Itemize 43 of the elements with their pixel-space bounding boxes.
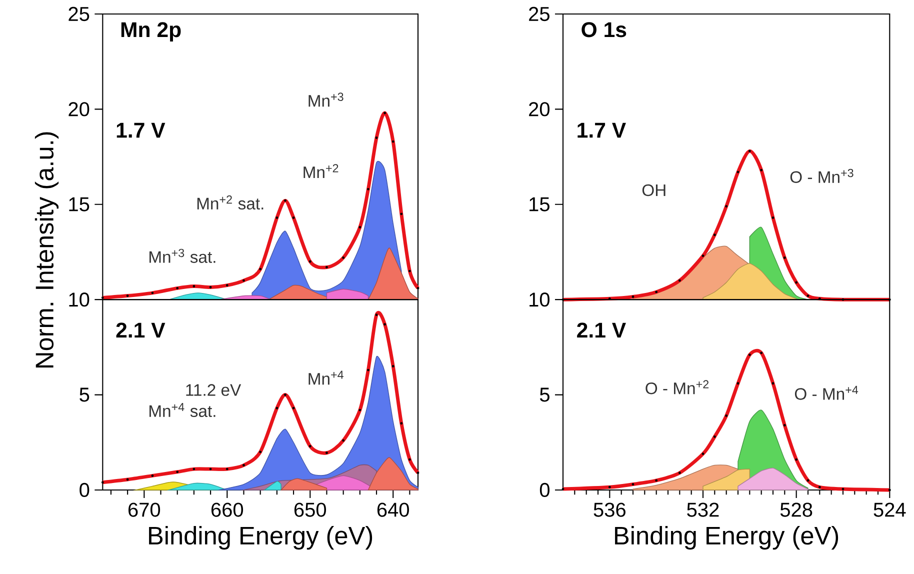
x-axis-title: Binding Energy (eV) — [615, 526, 838, 550]
annotation: 1.7 V — [116, 122, 166, 138]
x-tick-label: 650 — [294, 502, 326, 517]
annotation: O - Mn$^{+3}$ — [790, 168, 854, 183]
line-series — [561, 149, 892, 302]
annotation: Mn$^{+4}$ — [308, 370, 344, 385]
annotation: 2.1 V — [577, 322, 626, 338]
annotation: 1.7 V — [578, 122, 626, 138]
y-tick-label: 10 — [69, 292, 90, 307]
annotation: Mn$^{+2}$ sat. — [197, 195, 264, 210]
x-tick-label: 532 — [687, 502, 719, 517]
annotation: Mn$^{+3}$ sat. — [150, 248, 216, 263]
x-tick-label: 524 — [874, 502, 906, 517]
line-series — [100, 312, 420, 484]
annotation: 11.2 eV — [186, 384, 242, 396]
annotation: Mn$^{+3}$ — [308, 92, 344, 107]
x-tick-label: 528 — [780, 502, 812, 517]
annotation: O - Mn$^{+4}$ — [794, 386, 858, 400]
chart-title: O 1s — [582, 22, 626, 38]
chart-title: Mn 2p — [121, 22, 181, 42]
x-tick-label: 660 — [211, 502, 244, 517]
y-tick-label: 0 — [540, 482, 550, 498]
x-tick-label: 640 — [377, 502, 409, 517]
x-tick-label: 670 — [128, 502, 160, 517]
x-tick-label: 536 — [594, 502, 626, 517]
y-tick-label: 15 — [69, 197, 90, 212]
y-tick-label: 0 — [80, 482, 90, 498]
annotation: OH — [642, 184, 666, 196]
y-tick-label: 10 — [530, 292, 550, 307]
y-axis-title: Norm. Intensity (a.u.) — [34, 132, 59, 368]
y-tick-label: 5 — [540, 388, 550, 402]
annotation: Mn$^{+2}$ — [304, 164, 338, 178]
x-axis-title: Binding Energy (eV) — [149, 526, 372, 550]
y-tick-label: 25 — [529, 6, 550, 22]
line-series — [100, 111, 420, 300]
y-tick-label: 20 — [68, 102, 90, 116]
y-tick-label: 5 — [80, 388, 90, 402]
y-tick-label: 25 — [68, 6, 90, 22]
y-tick-label: 15 — [530, 197, 550, 212]
annotation: O - Mn$^{+2}$ — [646, 380, 709, 394]
annotation: Mn$^{+4}$ sat. — [150, 403, 216, 418]
y-tick-label: 20 — [529, 102, 550, 116]
annotation: 2.1 V — [116, 322, 166, 338]
